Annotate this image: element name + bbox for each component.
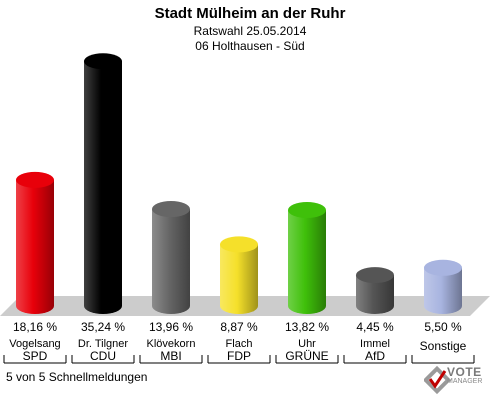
chart-subtitle: Ratswahl 25.05.2014 [193, 24, 307, 38]
candidate-label: Vogelsang [9, 338, 60, 350]
value-label: 35,24 % [81, 320, 125, 334]
district-label: 06 Holthausen - Süd [195, 39, 305, 53]
bar-top [424, 259, 462, 276]
bar-top [220, 236, 258, 253]
party-label: MBI [160, 349, 181, 363]
bar-body [424, 267, 462, 314]
votemanager-logo [424, 365, 452, 395]
bar-top [356, 267, 394, 284]
bar-top [152, 201, 190, 218]
chart-title: Stadt Mülheim an der Ruhr [154, 5, 346, 22]
bar-body [356, 275, 394, 314]
bars-group [16, 53, 462, 315]
candidate-label: Dr. Tilgner [78, 338, 128, 350]
value-label: 4,45 % [356, 320, 394, 334]
logo-line2: MANAGER [447, 378, 483, 385]
value-label: 13,96 % [149, 320, 193, 334]
party-label: FDP [227, 349, 251, 363]
status-text: 5 von 5 Schnellmeldungen [6, 370, 148, 384]
bar-body [288, 210, 326, 314]
bar-body [84, 61, 122, 315]
bar-body [152, 209, 190, 314]
party-label: AfD [365, 349, 385, 363]
candidate-label: Klövekorn [147, 338, 196, 350]
bar-fdp [220, 236, 258, 314]
candidate-label: Immel [360, 338, 390, 350]
party-label: GRÜNE [285, 349, 328, 363]
bar-sonstige [424, 259, 462, 314]
bar-gruene [288, 202, 326, 314]
party-label: SPD [23, 349, 48, 363]
bar-body [220, 244, 258, 314]
bar-mbi [152, 201, 190, 314]
bar-top [288, 202, 326, 219]
bar-top [16, 171, 54, 188]
value-label: 18,16 % [13, 320, 57, 334]
party-label: Sonstige [420, 339, 467, 353]
value-label: 13,82 % [285, 320, 329, 334]
bar-top [84, 53, 122, 70]
candidate-label: Flach [226, 338, 253, 350]
candidate-label: Uhr [298, 338, 316, 350]
bar-afd [356, 267, 394, 314]
value-label: 8,87 % [220, 320, 258, 334]
logo-line1: VOTE [447, 365, 482, 379]
bar-spd [16, 171, 54, 314]
bar-body [16, 179, 54, 314]
value-label: 5,50 % [424, 320, 462, 334]
bar-cdu [84, 53, 122, 315]
party-label: CDU [90, 349, 116, 363]
